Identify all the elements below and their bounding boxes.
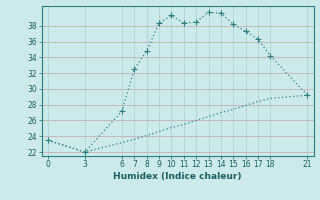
X-axis label: Humidex (Indice chaleur): Humidex (Indice chaleur) [113, 172, 242, 181]
